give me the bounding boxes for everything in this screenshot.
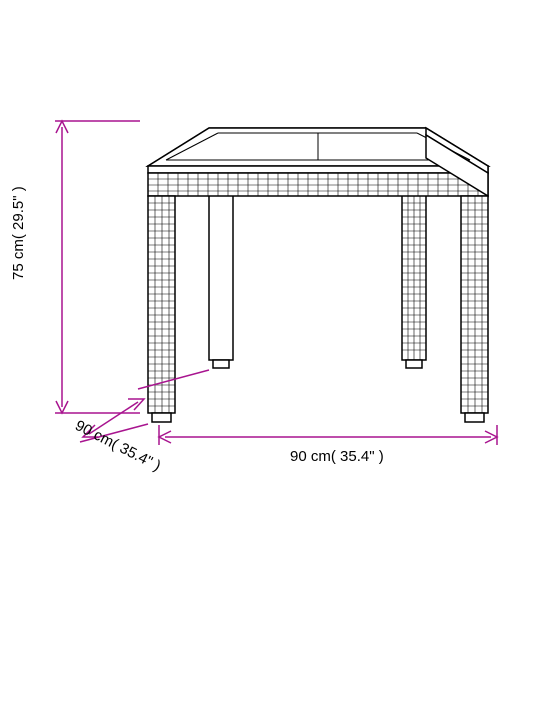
height-arrow — [55, 121, 140, 413]
front-apron — [148, 173, 488, 196]
leg-front-right — [461, 196, 488, 422]
height-label: 75 cm( 29.5" ) — [10, 186, 27, 280]
leg-front-left — [148, 196, 175, 422]
diagram-canvas — [0, 0, 540, 720]
width-label: 90 cm( 35.4" ) — [290, 448, 384, 465]
table-drawing — [148, 128, 488, 422]
width-arrow — [159, 425, 497, 445]
